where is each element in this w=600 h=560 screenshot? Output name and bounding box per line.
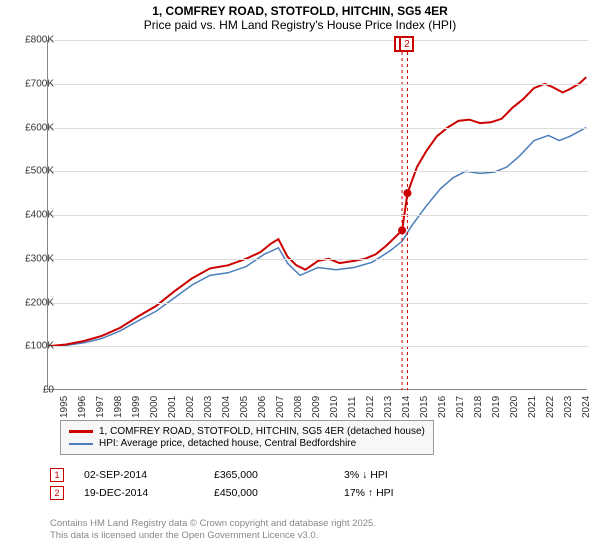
footer-line1: Contains HM Land Registry data © Crown c… [50, 518, 376, 530]
x-tick-label: 2023 [563, 396, 574, 418]
y-gridline [48, 171, 588, 172]
x-tick-label: 2003 [203, 396, 214, 418]
x-tick-label: 1995 [59, 396, 70, 418]
y-tick-label: £700K [25, 78, 54, 89]
y-gridline [48, 84, 588, 85]
series-hpi [48, 128, 586, 347]
x-tick-label: 2001 [167, 396, 178, 418]
x-tick-label: 1996 [77, 396, 88, 418]
legend-swatch [69, 430, 93, 433]
chart-title-block: 1, COMFREY ROAD, STOTFOLD, HITCHIN, SG5 … [0, 0, 600, 32]
y-gridline [48, 346, 588, 347]
y-gridline [48, 40, 588, 41]
x-tick-label: 2022 [545, 396, 556, 418]
sale-dot [398, 226, 406, 234]
x-tick-label: 2016 [437, 396, 448, 418]
sale-row-delta: 3% ↓ HPI [344, 469, 434, 481]
x-tick-label: 2000 [149, 396, 160, 418]
y-gridline [48, 303, 588, 304]
x-tick-label: 2011 [347, 396, 358, 418]
y-tick-label: £300K [25, 253, 54, 264]
sale-row-delta: 17% ↑ HPI [344, 487, 434, 499]
legend-row: HPI: Average price, detached house, Cent… [69, 438, 425, 449]
footer-line2: This data is licensed under the Open Gov… [50, 530, 376, 542]
y-tick-label: £200K [25, 297, 54, 308]
x-tick-label: 2006 [257, 396, 268, 418]
x-tick-label: 2013 [383, 396, 394, 418]
x-tick-label: 2014 [401, 396, 412, 418]
x-tick-label: 2019 [491, 396, 502, 418]
x-tick-label: 2007 [275, 396, 286, 418]
x-tick-label: 2002 [185, 396, 196, 418]
x-tick-label: 2010 [329, 396, 340, 418]
y-gridline [48, 259, 588, 260]
x-tick-label: 1999 [131, 396, 142, 418]
sale-row-date: 19-DEC-2014 [84, 487, 174, 499]
sale-dot [403, 189, 411, 197]
sale-row-marker: 1 [50, 468, 64, 482]
y-tick-label: £0 [43, 385, 54, 396]
legend-label: HPI: Average price, detached house, Cent… [99, 438, 356, 449]
y-tick-label: £400K [25, 210, 54, 221]
x-tick-label: 2020 [509, 396, 520, 418]
y-gridline [48, 215, 588, 216]
x-tick-label: 2008 [293, 396, 304, 418]
sale-row-price: £365,000 [214, 469, 304, 481]
chart-plot-area [47, 40, 587, 390]
legend: 1, COMFREY ROAD, STOTFOLD, HITCHIN, SG5 … [60, 420, 434, 455]
sale-marker-label: 2 [399, 36, 414, 52]
sale-data-rows: 1 02-SEP-2014 £365,000 3% ↓ HPI 2 19-DEC-2014… [50, 464, 474, 504]
x-tick-label: 2024 [581, 396, 592, 418]
y-tick-label: £800K [25, 35, 54, 46]
x-tick-label: 2009 [311, 396, 322, 418]
sale-row: 1 02-SEP-2014 £365,000 3% ↓ HPI [50, 468, 474, 482]
legend-label: 1, COMFREY ROAD, STOTFOLD, HITCHIN, SG5 … [99, 426, 425, 437]
sale-row: 2 19-DEC-2014 £450,000 17% ↑ HPI [50, 486, 474, 500]
x-tick-label: 2017 [455, 396, 466, 418]
legend-row: 1, COMFREY ROAD, STOTFOLD, HITCHIN, SG5 … [69, 426, 425, 437]
x-tick-label: 1998 [113, 396, 124, 418]
y-tick-label: £500K [25, 166, 54, 177]
title-line2: Price paid vs. HM Land Registry's House … [0, 18, 600, 32]
sale-row-marker: 2 [50, 486, 64, 500]
y-tick-label: £600K [25, 122, 54, 133]
x-tick-label: 2005 [239, 396, 250, 418]
footer-attribution: Contains HM Land Registry data © Crown c… [50, 518, 376, 542]
x-tick-label: 2021 [527, 396, 538, 418]
x-tick-label: 2012 [365, 396, 376, 418]
x-tick-label: 2004 [221, 396, 232, 418]
title-line1: 1, COMFREY ROAD, STOTFOLD, HITCHIN, SG5 … [0, 4, 600, 18]
legend-swatch [69, 443, 93, 445]
sale-row-price: £450,000 [214, 487, 304, 499]
x-tick-label: 2018 [473, 396, 484, 418]
sale-row-date: 02-SEP-2014 [84, 469, 174, 481]
x-tick-label: 1997 [95, 396, 106, 418]
x-tick-label: 2015 [419, 396, 430, 418]
series-price_paid [48, 77, 586, 346]
y-tick-label: £100K [25, 341, 54, 352]
y-gridline [48, 128, 588, 129]
